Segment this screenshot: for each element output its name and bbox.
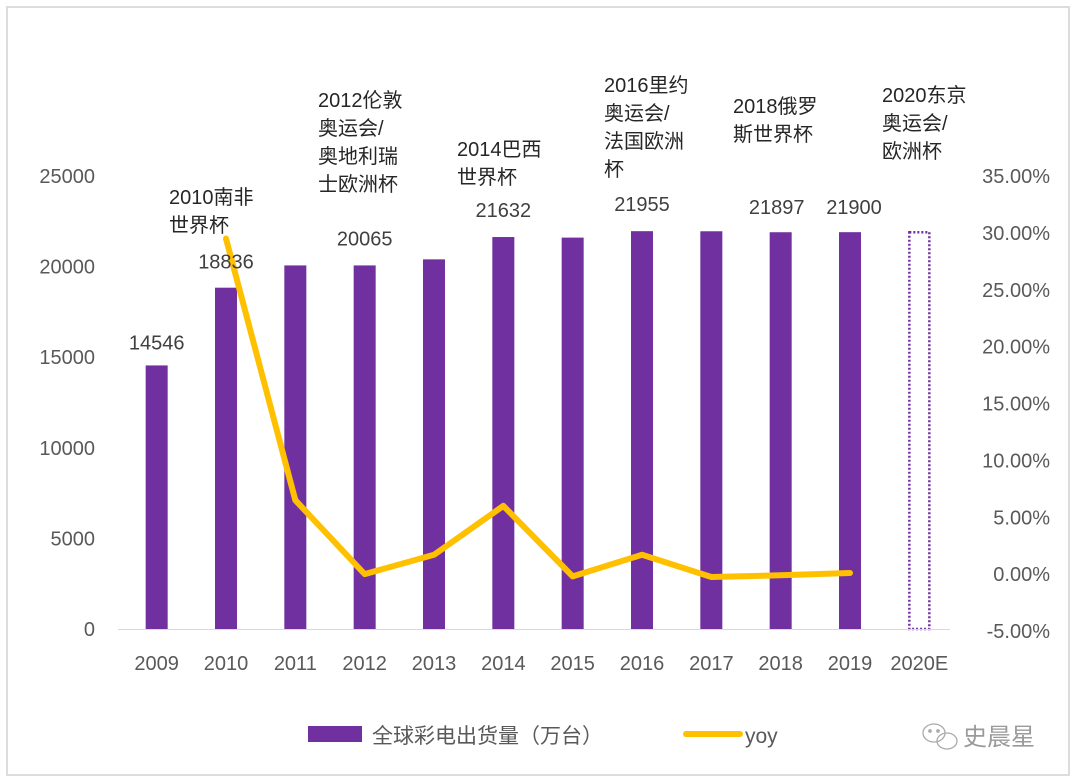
legend: 全球彩电出货量（万台） yoy xyxy=(308,725,778,748)
bar xyxy=(839,232,861,629)
event-annotation-line: 世界杯 xyxy=(169,214,229,237)
x-tick-label: 2014 xyxy=(481,653,526,675)
right-tick-label: 25.00% xyxy=(982,280,1050,302)
event-annotation-line: 2016里约 xyxy=(604,74,689,97)
data-label: 20065 xyxy=(337,228,393,250)
bar xyxy=(492,237,515,630)
watermark-text: 史晨星 xyxy=(963,724,1035,751)
event-annotation: 2018俄罗斯世界杯 xyxy=(733,95,818,146)
data-label: 14546 xyxy=(129,332,185,354)
event-annotation-line: 2014巴西 xyxy=(457,139,542,161)
bar xyxy=(561,237,584,629)
event-annotation-line: 杯 xyxy=(604,158,624,181)
bar-estimate xyxy=(908,231,931,631)
bar xyxy=(284,265,307,629)
data-label: 18836 xyxy=(198,252,254,274)
bar xyxy=(145,365,168,629)
x-tick-label: 2016 xyxy=(620,653,665,675)
event-annotation-line: 2010南非 xyxy=(169,186,254,209)
event-annotation-line: 奥运会/ xyxy=(604,102,670,125)
event-annotation-line: 奥地利瑞 xyxy=(318,145,398,168)
wechat-icon xyxy=(922,723,958,750)
event-annotation: 2020东京奥运会/欧洲杯 xyxy=(882,84,967,163)
right-tick-label: -5.00% xyxy=(987,621,1051,643)
right-tick-label: 10.00% xyxy=(982,450,1050,472)
left-tick-label: 20000 xyxy=(39,257,95,279)
event-annotation-line: 2012伦敦 xyxy=(318,89,403,112)
event-annotation: 2014巴西世界杯 xyxy=(457,139,542,189)
data-label: 21897 xyxy=(749,197,805,219)
left-tick-label: 15000 xyxy=(39,347,95,369)
data-label: 21955 xyxy=(614,194,670,216)
yoy-line xyxy=(223,235,853,580)
bar xyxy=(423,259,445,629)
bar xyxy=(769,232,792,629)
event-annotation-line: 士欧洲杯 xyxy=(318,173,398,196)
x-tick-label: 2020E xyxy=(890,653,948,675)
right-tick-label: 5.00% xyxy=(993,507,1050,529)
x-tick-label: 2011 xyxy=(274,653,317,675)
right-tick-label: 30.00% xyxy=(982,223,1050,245)
legend-label-yoy: yoy xyxy=(745,725,778,748)
watermark: 史晨星 xyxy=(922,723,1035,751)
event-annotation: 2012伦敦奥运会/奥地利瑞士欧洲杯 xyxy=(318,89,403,196)
left-tick-label: 10000 xyxy=(39,438,95,460)
x-tick-label: 2015 xyxy=(550,653,595,675)
event-annotation-line: 法国欧洲 xyxy=(604,130,684,153)
left-tick-label: 25000 xyxy=(39,166,95,188)
bar xyxy=(215,287,237,629)
event-annotation-line: 世界杯 xyxy=(457,166,517,189)
right-tick-label: 35.00% xyxy=(982,166,1050,188)
x-tick-label: 2017 xyxy=(689,653,734,675)
right-tick-label: 0.00% xyxy=(993,564,1050,586)
event-annotation-line: 2020东京 xyxy=(882,84,967,107)
left-tick-label: 0 xyxy=(84,619,95,641)
right-tick-label: 15.00% xyxy=(982,394,1050,416)
chart-frame xyxy=(6,6,1070,776)
x-tick-label: 2013 xyxy=(412,653,457,675)
x-tick-label: 2018 xyxy=(758,653,803,675)
bar xyxy=(353,265,376,629)
event-annotation-line: 奥运会/ xyxy=(318,117,384,140)
event-annotation-line: 欧洲杯 xyxy=(882,140,942,163)
data-label: 21632 xyxy=(476,200,532,222)
legend-label-shipments: 全球彩电出货量（万台） xyxy=(372,725,603,748)
event-annotation: 2016里约奥运会/法国欧洲杯 xyxy=(604,74,689,181)
x-tick-label: 2009 xyxy=(134,653,179,675)
data-label: 21900 xyxy=(826,197,882,219)
x-tick-label: 2012 xyxy=(342,653,387,675)
legend-swatch-bar xyxy=(308,726,362,742)
bar xyxy=(631,231,653,629)
left-tick-label: 5000 xyxy=(51,528,96,550)
event-annotation-line: 奥运会/ xyxy=(882,112,948,135)
event-annotation-line: 斯世界杯 xyxy=(733,123,813,146)
bar xyxy=(700,231,723,630)
event-annotation-line: 2018俄罗 xyxy=(733,95,818,118)
x-tick-label: 2019 xyxy=(828,653,873,675)
event-annotation: 2010南非世界杯 xyxy=(169,186,254,237)
right-tick-label: 20.00% xyxy=(982,337,1050,359)
x-tick-label: 2010 xyxy=(204,653,249,675)
